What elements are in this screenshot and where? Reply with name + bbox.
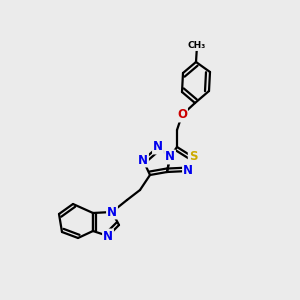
Text: CH₃: CH₃	[188, 41, 206, 50]
Text: N: N	[107, 206, 117, 218]
Text: N: N	[165, 151, 175, 164]
Text: N: N	[153, 140, 163, 154]
Text: S: S	[189, 151, 197, 164]
Text: N: N	[183, 164, 193, 178]
Text: N: N	[103, 230, 113, 242]
Text: N: N	[138, 154, 148, 166]
Text: O: O	[177, 109, 187, 122]
